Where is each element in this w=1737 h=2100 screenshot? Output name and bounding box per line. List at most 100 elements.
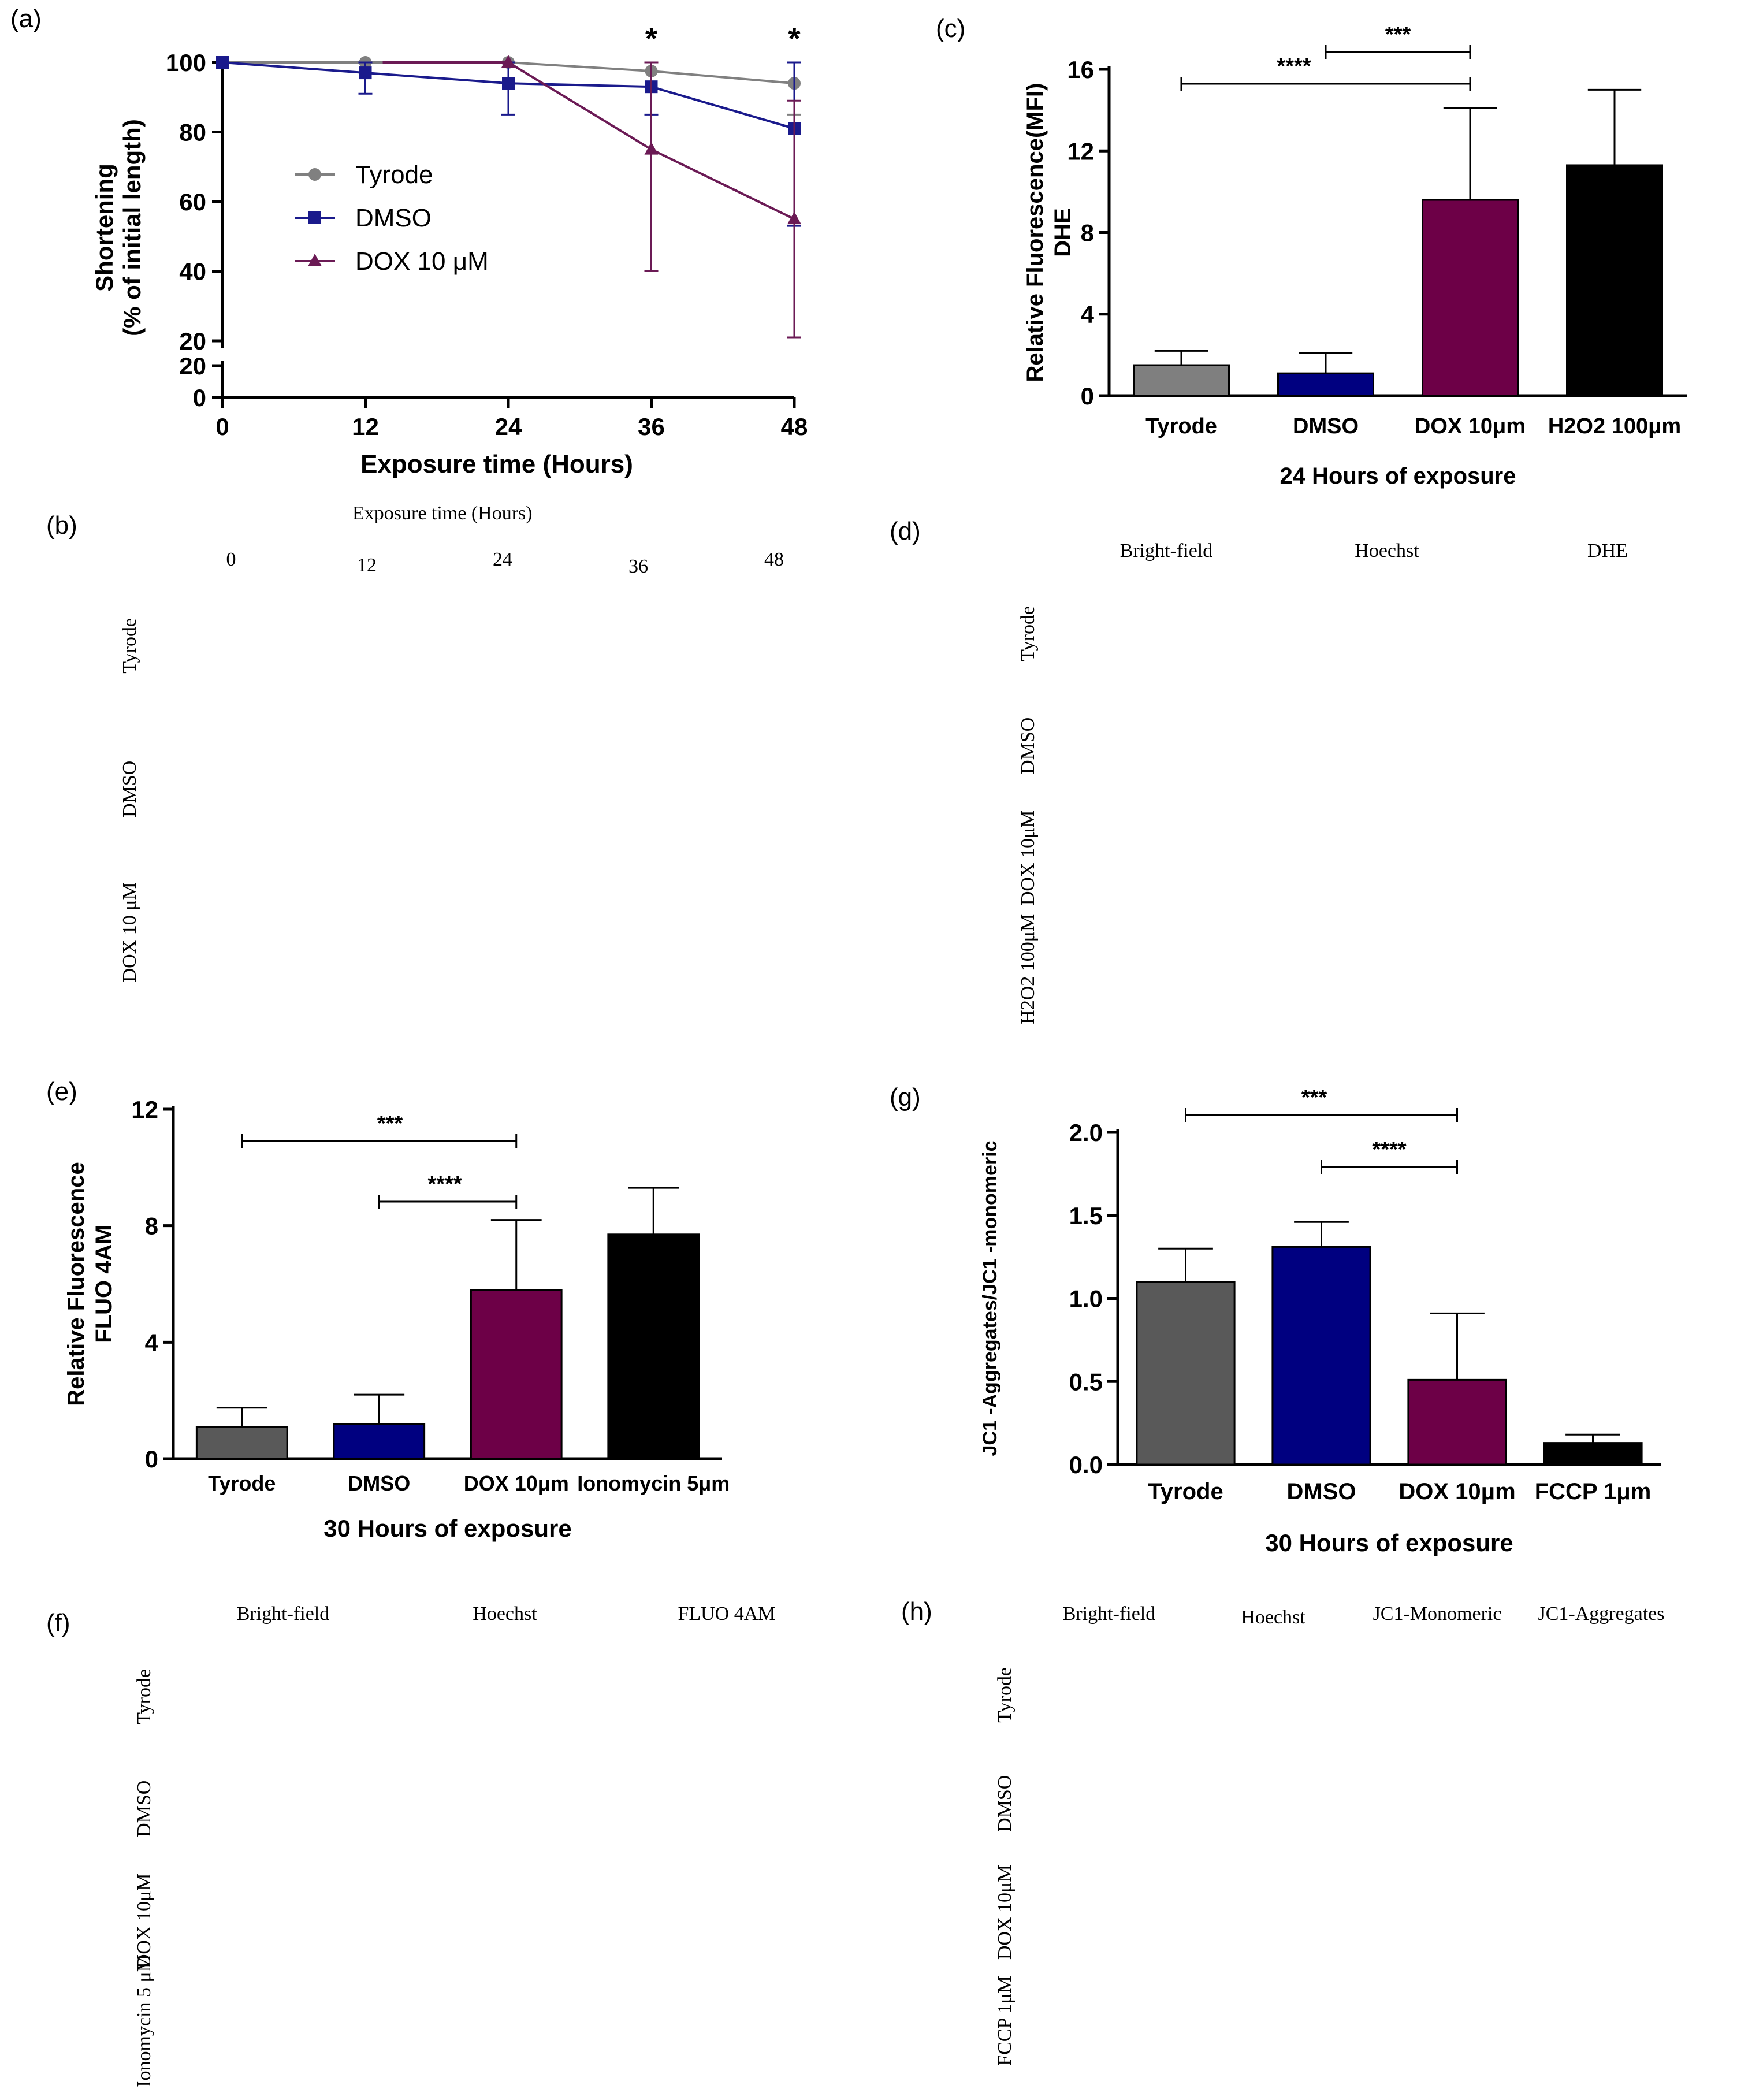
bar [1407, 1378, 1507, 1466]
y-axis-title-line: Relative Fluorescence(MFI) [1022, 83, 1048, 382]
y-tick-label: 0.0 [1069, 1451, 1103, 1478]
series-line [382, 61, 795, 220]
legend-marker [308, 211, 321, 224]
panel-label-e: (e) [46, 1077, 77, 1106]
category-label: DMSO [348, 1471, 410, 1495]
significance-label: **** [427, 1172, 462, 1196]
significance-label: *** [1385, 23, 1411, 47]
y-tick-label: 20 [179, 328, 206, 355]
column-label: Bright-field [236, 1603, 330, 1625]
y-tick-label: 0.5 [1069, 1368, 1103, 1395]
row-label: DMSO [994, 1775, 1016, 1832]
bar [470, 1289, 563, 1460]
significance-label: *** [377, 1112, 403, 1136]
row-label: Tyrode [119, 618, 141, 674]
data-point [359, 66, 372, 80]
bar [607, 1233, 700, 1460]
row-label: DMSO [1017, 717, 1039, 774]
bar [1566, 164, 1663, 397]
significance-label: **** [1372, 1138, 1406, 1162]
column-label: JC1-Monomeric [1373, 1603, 1502, 1625]
y-tick-label: 4 [1081, 301, 1095, 328]
data-point [216, 56, 229, 69]
category-label: H2O2 100μm [1548, 414, 1681, 438]
column-label: 36 [628, 556, 648, 577]
data-point [787, 211, 801, 225]
legend-label: DMSO [355, 204, 432, 232]
bar [1133, 364, 1230, 397]
column-label: 0 [226, 549, 236, 570]
significance-label: **** [1277, 54, 1311, 79]
y-axis-title: Relative Fluorescence FLUO 4AM [64, 1162, 117, 1406]
bar [1277, 372, 1374, 397]
series-1 [216, 56, 801, 227]
data-point [644, 142, 659, 155]
category-label: DOX 10μm [1415, 414, 1526, 438]
row-label: DOX 10 μM [119, 882, 141, 983]
y-axis-title-line: (% of initial length) [118, 119, 146, 336]
row-label: FCCP 1μM [994, 1975, 1016, 2066]
y-tick-label: 0 [193, 384, 206, 411]
dhe-bar-chart: 0 4 8 12 16 Tyrode DMSO DOX 10μm H2O2 100μm 24 Ho… [1022, 23, 1687, 489]
category-label: DOX 10μm [464, 1471, 569, 1495]
legend-marker [308, 254, 322, 266]
y-tick-label: 4 [145, 1329, 159, 1356]
y-tick-label: 80 [179, 119, 206, 146]
y-tick-label: 1.5 [1069, 1202, 1103, 1229]
x-tick-label: 48 [781, 413, 808, 440]
category-label: DMSO [1287, 1479, 1356, 1504]
significance-star: * [645, 23, 657, 56]
x-tick-label: 36 [638, 413, 665, 440]
column-label: 24 [493, 549, 512, 570]
column-label: Bright-field [1062, 1603, 1156, 1625]
row-label: DMSO [119, 760, 141, 817]
x-tick-label: 12 [352, 413, 379, 440]
y-axis-title-line: Shortening [91, 163, 118, 292]
column-label: Bright-field [1119, 540, 1213, 562]
y-tick-label: 20 [179, 352, 206, 380]
y-tick-label: 16 [1067, 56, 1094, 83]
category-label: Tyrode [1148, 1479, 1223, 1504]
y-tick-label: 60 [179, 188, 206, 215]
y-axis-title-line: Relative Fluorescence [64, 1162, 89, 1406]
legend: Tyrode DMSO DOX 10 μM [295, 161, 489, 276]
x-axis-title: 30 Hours of exposure [1265, 1529, 1513, 1556]
category-label: DMSO [1293, 414, 1359, 438]
series-2 [382, 55, 801, 339]
category-label: Ionomycin 5μm [577, 1471, 730, 1495]
y-tick-label: 8 [145, 1213, 158, 1240]
column-label: Hoechst [1355, 540, 1419, 562]
bar [1543, 1442, 1643, 1466]
column-label: FLUO 4AM [678, 1603, 776, 1625]
bar [195, 1426, 288, 1460]
panel-label-c: (c) [936, 14, 966, 43]
y-tick-label: 2.0 [1069, 1119, 1103, 1146]
panel-label-b: (b) [46, 511, 77, 540]
x-axis-title: 30 Hours of exposure [323, 1515, 571, 1542]
x-tick-label: 0 [215, 413, 229, 440]
y-tick-label: 12 [1067, 137, 1094, 165]
category-label: Tyrode [1145, 414, 1217, 438]
y-axis-title-line: JC1 -Aggregates/JC1 -monomeric [979, 1140, 1001, 1456]
y-tick-label: 12 [131, 1096, 158, 1123]
y-axis-title: JC1 -Aggregates/JC1 -monomeric [979, 1140, 1001, 1456]
data-point [502, 77, 515, 90]
y-axis-title: Shortening(% of initial length) [91, 119, 146, 336]
panel-label-a: (a) [10, 5, 42, 33]
row-label: H2O2 100μM [1017, 913, 1039, 1024]
y-tick-label: 40 [179, 258, 206, 285]
row-label: Tyrode [133, 1668, 155, 1724]
legend-label: DOX 10 μM [355, 247, 489, 276]
column-label: Hoechst [1241, 1607, 1305, 1628]
bar [1271, 1246, 1371, 1466]
y-tick-label: 1.0 [1069, 1285, 1103, 1313]
data-point [501, 55, 515, 68]
bar [1136, 1281, 1236, 1466]
shortening-line-chart: 20 40 60 80 100 0 20 0 12 24 36 48 Exposure time (Ho… [91, 23, 808, 478]
x-axis-title: Exposure time (Hours) [360, 450, 633, 478]
y-tick-label: 0 [145, 1445, 158, 1473]
panel-label-g: (g) [890, 1083, 921, 1112]
x-tick-label: 24 [495, 413, 522, 440]
y-axis-title-line: DHE [1050, 208, 1076, 257]
